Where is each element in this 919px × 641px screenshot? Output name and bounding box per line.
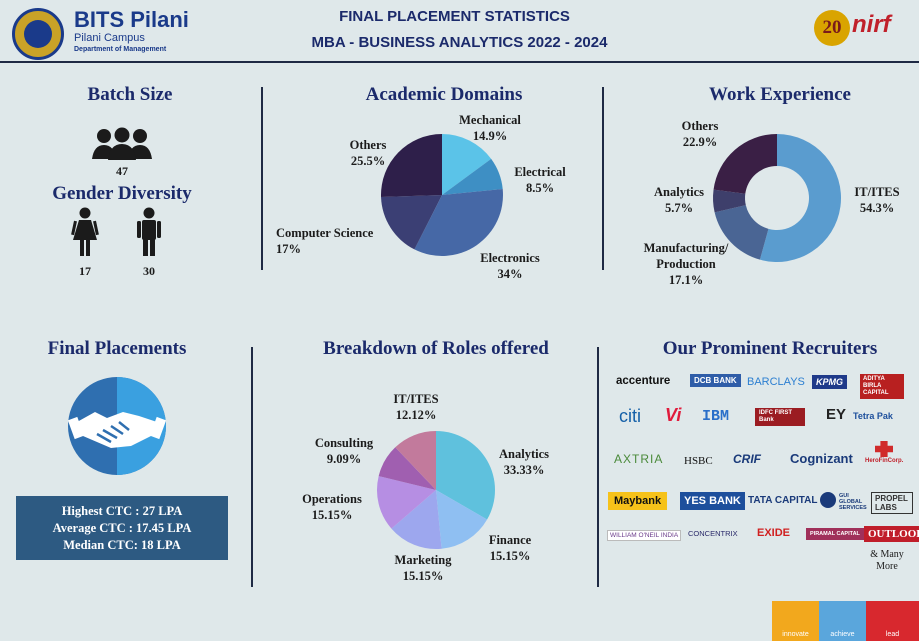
divider — [261, 87, 263, 270]
roles-pie-chart — [377, 431, 495, 549]
academic-slice-others — [381, 134, 442, 198]
recruiter-logo: EY — [826, 406, 847, 423]
role-slice-analytics — [436, 431, 495, 520]
acad-label-electronics: Electronics 34% — [480, 251, 540, 281]
tagline-achieve: achieve — [819, 601, 866, 641]
work-label-manufacturing: Manufacturing/ Production 17.1% — [643, 241, 729, 287]
recruiter-logo: IBM — [702, 408, 730, 425]
work-slice-manufacturing-production — [714, 205, 769, 260]
acad-label-electrical: Electrical 8.5% — [514, 165, 566, 195]
work-label-it-ites: IT/ITES 54.3% — [854, 185, 900, 215]
recruiter-logo: Vi — [665, 405, 682, 425]
roles-title: Breakdown of Roles offered — [323, 338, 549, 359]
recruiter-logo: Cognizant — [790, 451, 853, 466]
academic-domains-title: Academic Domains — [365, 84, 523, 105]
recruiter-logo: IDFC FIRST Bank — [755, 408, 805, 426]
nirf-logo: nirf — [852, 11, 891, 38]
recruiter-logo: Maybank — [608, 492, 668, 510]
org-name: BITS Pilani — [74, 7, 189, 32]
batch-size-value: 47 — [116, 164, 128, 178]
campus-name: Pilani Campus — [74, 32, 145, 44]
role-label-consulting: Consulting 9.09% — [314, 436, 374, 466]
work-experience-donut-chart — [713, 134, 841, 262]
many-more-text: & Many More — [870, 549, 904, 572]
recruiter-logo: BARCLAYS — [747, 376, 805, 388]
academic-slice-electronics — [414, 188, 503, 256]
recruiter-logo: OUTLOOK — [864, 526, 919, 542]
recruiter-logo: citi — [619, 406, 641, 426]
female-count: 17 — [79, 264, 91, 278]
male-icon — [137, 207, 161, 256]
acad-label-computer-science: Computer Science 17% — [276, 226, 374, 256]
academic-slice-computer-science — [381, 195, 442, 250]
anniversary-badge-icon: 20 — [814, 10, 850, 46]
recruiter-logo: GUI GLOBAL SERVICES — [839, 493, 867, 511]
role-slice-operations — [377, 476, 436, 529]
average-ctc: Average CTC : 17.45 LPA — [52, 521, 192, 535]
recruiter-logo: KPMG — [812, 375, 847, 389]
recruiter-logo: YES BANK — [680, 492, 745, 510]
acad-label-mechanical: Mechanical 14.9% — [459, 113, 521, 143]
recruiter-logo: HSBC — [684, 455, 713, 467]
academic-slice-electrical — [442, 158, 503, 195]
work-slice-analytics — [713, 189, 746, 213]
role-label-it-ites: IT/ITES 12.12% — [393, 392, 439, 422]
bits-logo-seal-icon — [12, 8, 64, 60]
recruiter-logo: DCB BANK — [690, 374, 741, 387]
page-subtitle: MBA - BUSINESS ANALYTICS 2022 - 2024 — [311, 34, 608, 51]
ctc-summary-box: Highest CTC : 27 LPA Average CTC : 17.45… — [16, 496, 228, 560]
female-icon — [71, 207, 99, 256]
role-slice-consulting — [378, 447, 436, 490]
role-label-operations: Operations 15.15% — [302, 492, 362, 522]
recruiter-logo: accenture — [616, 375, 671, 387]
recruiter-logo: CONCENTRIX — [688, 529, 738, 538]
role-label-analytics: Analytics 33.33% — [499, 447, 549, 477]
work-label-analytics: Analytics 5.7% — [654, 185, 704, 215]
role-label-marketing: Marketing 15.15% — [394, 553, 452, 583]
recruiter-logo: WILLIAM O'NEIL INDIA — [607, 530, 682, 541]
academic-domains-pie-chart — [381, 134, 503, 256]
work-slice-others — [713, 134, 777, 194]
divider — [597, 347, 599, 587]
gui-globe-icon — [820, 492, 836, 508]
work-experience-title: Work Experience — [709, 84, 851, 105]
batch-size-title: Batch Size — [87, 84, 173, 105]
recruiter-logo: ADITYA BIRLA CAPITAL — [860, 374, 904, 399]
work-label-others: Others 22.9% — [681, 119, 719, 149]
gender-diversity-title: Gender Diversity — [52, 183, 192, 204]
recruiter-logo: AXTRIA — [614, 452, 664, 466]
department-name: Department of Management — [74, 46, 167, 53]
group-people-icon — [92, 127, 152, 160]
page-title: FINAL PLACEMENT STATISTICS — [339, 8, 570, 25]
role-slice-it-ites — [395, 431, 436, 490]
recruiter-logo: EXIDE — [757, 527, 791, 539]
divider — [602, 87, 604, 270]
male-count: 30 — [143, 264, 155, 278]
recruiter-logo: PIRAMAL CAPITAL — [806, 528, 864, 540]
final-placements-title: Final Placements — [47, 338, 187, 359]
role-slice-finance — [436, 490, 488, 549]
header: BITS Pilani Pilani Campus Department of … — [0, 0, 919, 63]
tagline-innovate: innovate — [772, 601, 819, 641]
recruiter-logo: CRIF — [733, 452, 761, 466]
median-ctc: Median CTC: 18 LPA — [63, 538, 181, 552]
herofincorp-icon — [875, 441, 893, 457]
recruiter-logo: Tetra Pak — [853, 411, 893, 421]
highest-ctc: Highest CTC : 27 LPA — [61, 504, 183, 518]
role-slice-marketing — [391, 490, 442, 549]
academic-slice-mechanical — [442, 134, 492, 195]
work-slice-it-ites — [759, 134, 841, 262]
recruiter-logo: PROPEL LABS — [871, 492, 913, 514]
acad-label-others: Others 25.5% — [349, 138, 387, 168]
tagline-lead: lead — [866, 601, 919, 641]
handshake-icon — [67, 377, 167, 475]
divider — [251, 347, 253, 587]
recruiters-title: Our Prominent Recruiters — [662, 338, 878, 359]
recruiter-logo: HeroFinCorp. — [865, 458, 904, 464]
role-label-finance: Finance 15.15% — [488, 533, 532, 563]
recruiter-logo: TATA CAPITAL — [748, 495, 818, 506]
